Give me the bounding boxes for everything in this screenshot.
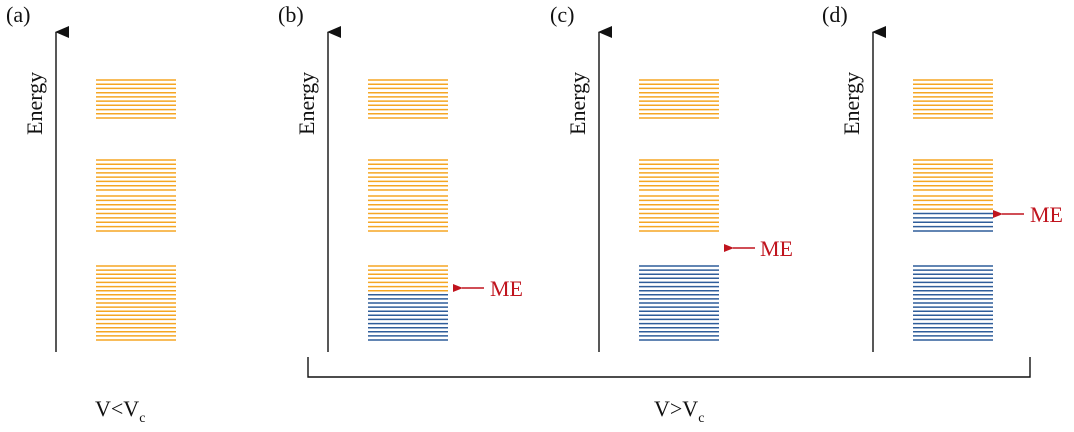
- panel-b: (b) Energy ME: [278, 2, 523, 352]
- energy-axis-label: Energy: [839, 72, 864, 135]
- panel-a-label: (a): [6, 2, 30, 27]
- energy-levels: [96, 79, 176, 341]
- grouping-bracket: [307, 357, 1031, 378]
- energy-levels: [368, 79, 448, 341]
- energy-axis-label: Energy: [294, 72, 319, 135]
- energy-levels: [913, 79, 993, 341]
- caption-left: V<Vc: [95, 396, 145, 426]
- panel-d-label: (d): [822, 2, 848, 27]
- mobility-edge-label: ME: [490, 276, 523, 301]
- panel-d: (d) Energy ME: [822, 2, 1063, 352]
- mobility-edge-label: ME: [1030, 202, 1063, 227]
- panel-c-label: (c): [550, 2, 574, 27]
- caption-right-subscript: c: [698, 411, 704, 426]
- energy-levels: [639, 79, 719, 341]
- caption-right-main: V>V: [654, 396, 698, 421]
- panel-b-label: (b): [278, 2, 304, 27]
- energy-axis-label: Energy: [565, 72, 590, 135]
- caption-left-main: V<V: [95, 396, 139, 421]
- panel-c: (c) Energy ME: [550, 2, 793, 352]
- caption-left-subscript: c: [139, 411, 145, 426]
- panel-a: (a) Energy: [6, 2, 176, 352]
- mobility-edge-label: ME: [760, 236, 793, 261]
- caption-right: V>Vc: [654, 396, 704, 426]
- energy-axis-label: Energy: [22, 72, 47, 135]
